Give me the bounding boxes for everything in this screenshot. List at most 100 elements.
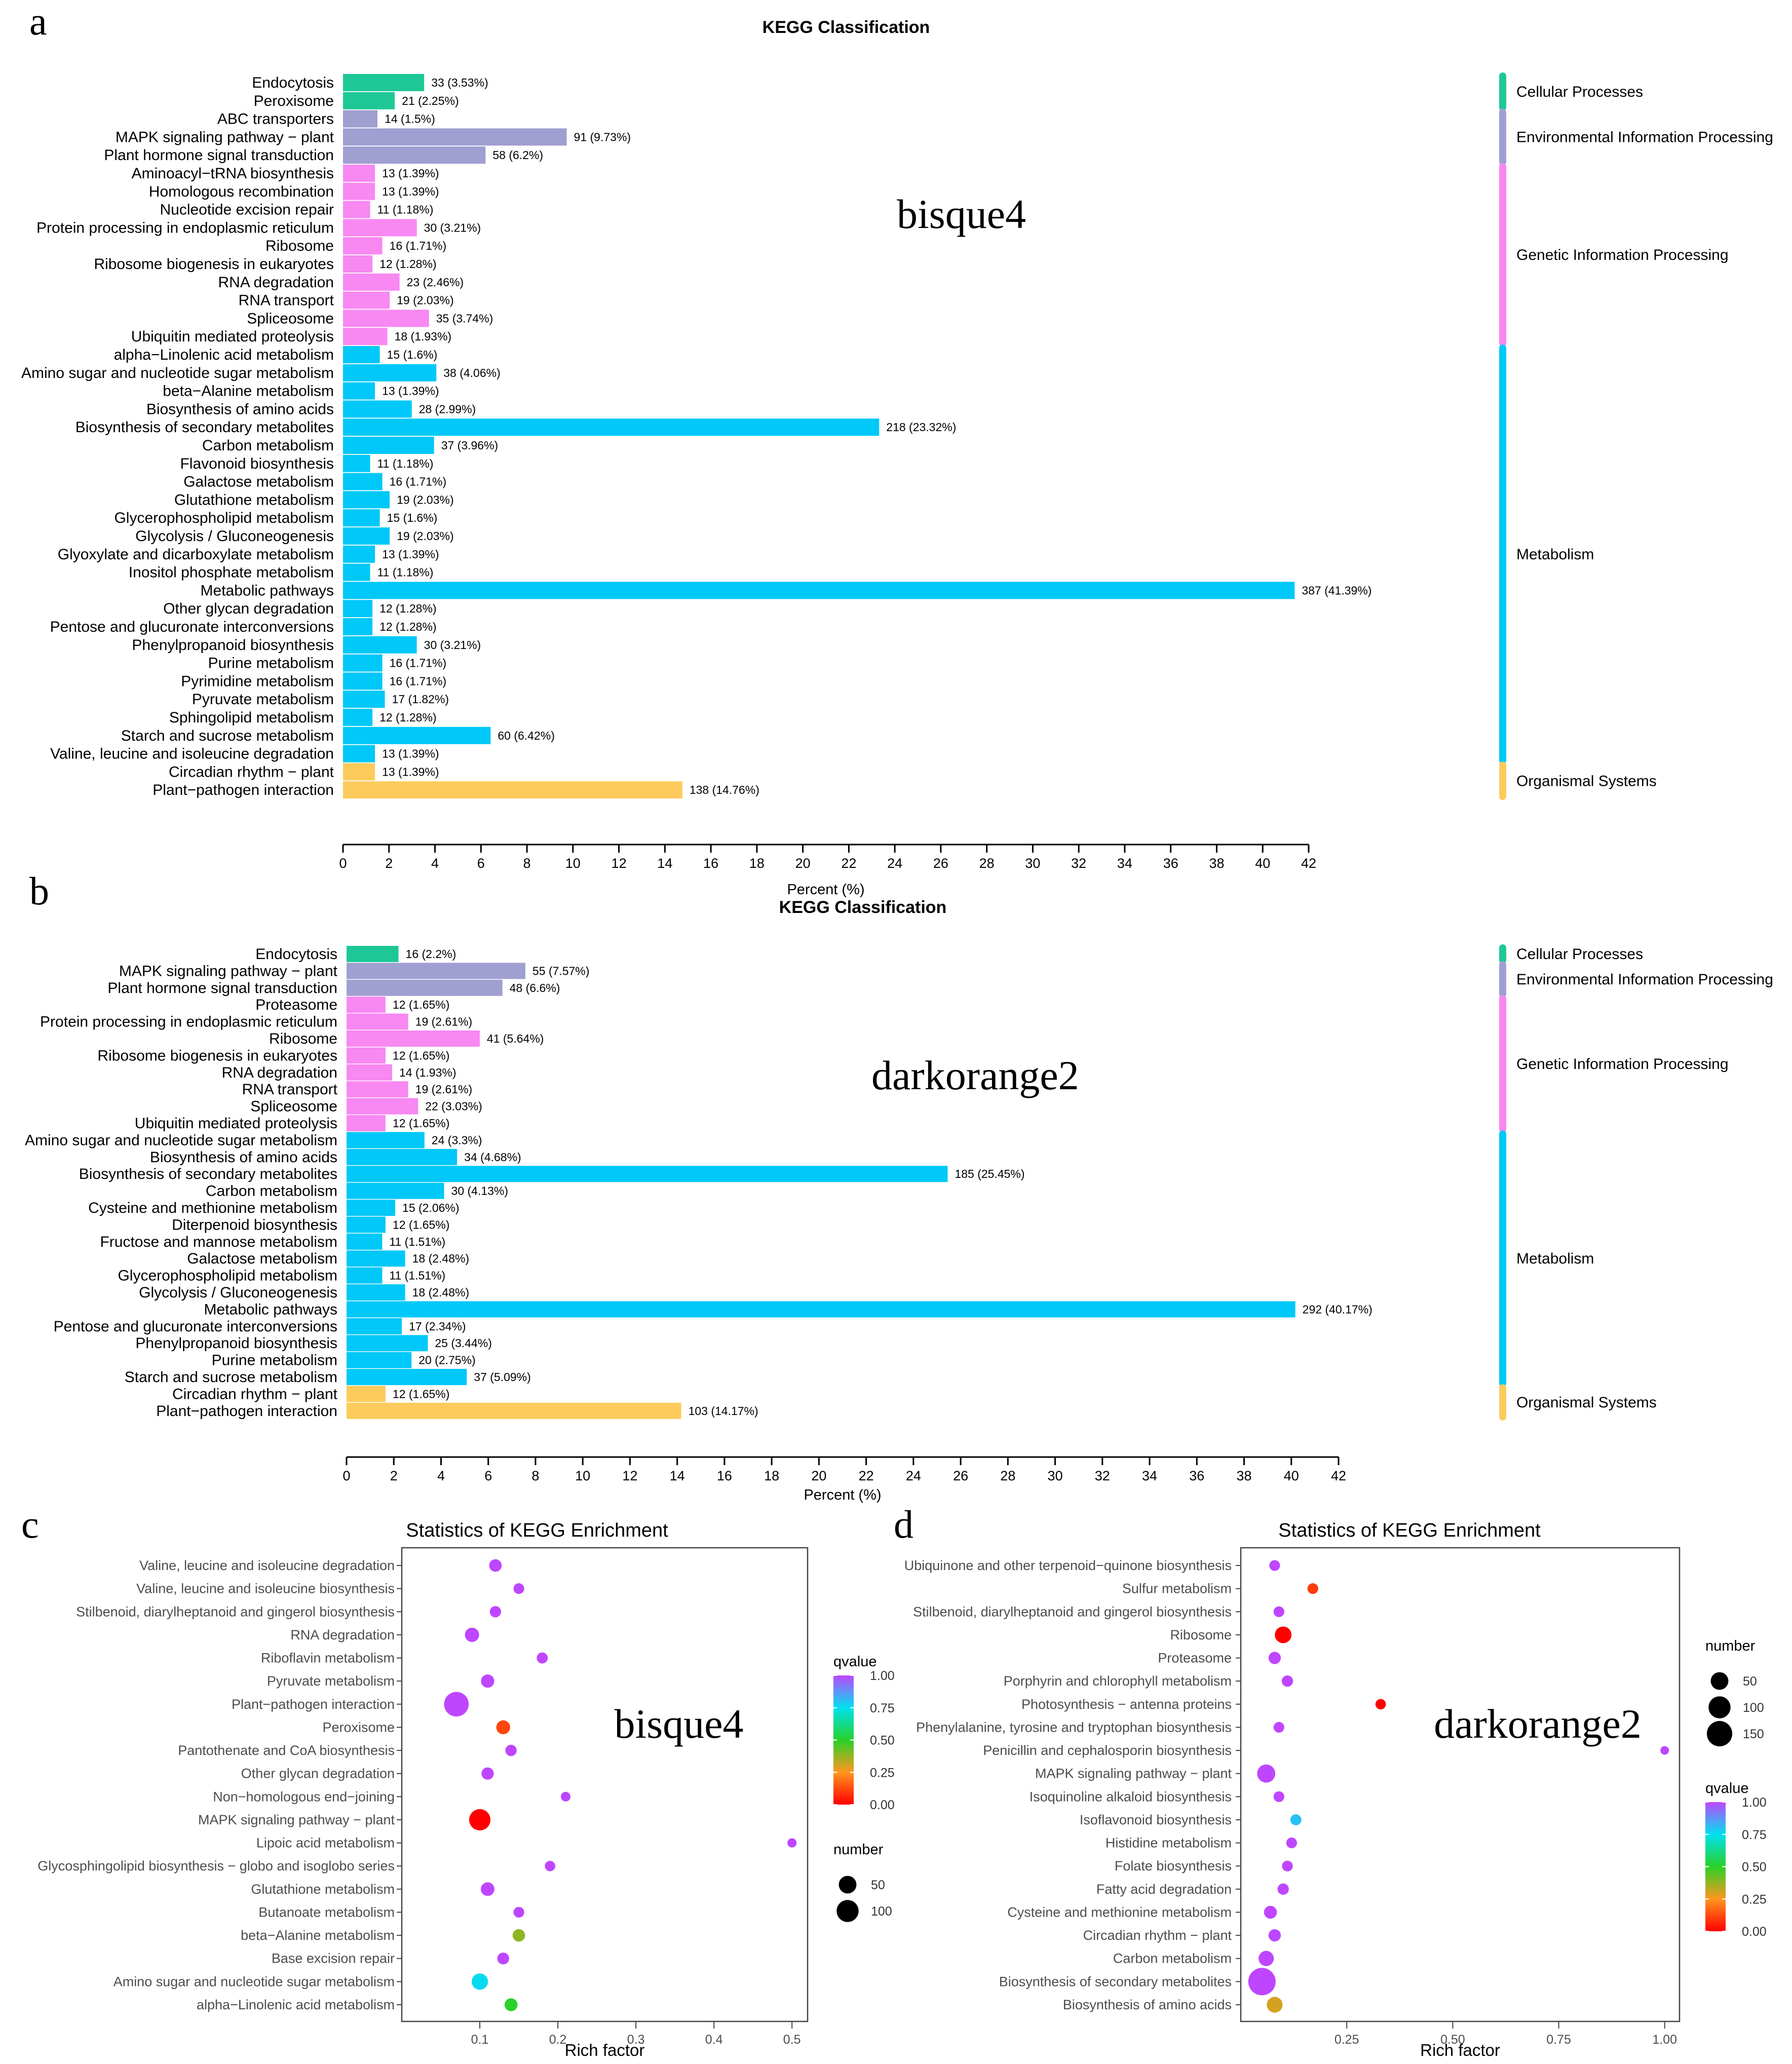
- bubble-c-7: [496, 1720, 511, 1735]
- x-tick-label-a-0: 0: [339, 856, 347, 871]
- category-label-a-35: Sphingolipid metabolism: [169, 709, 334, 726]
- x-tick-label-b-17: 34: [1142, 1468, 1157, 1483]
- category-label-a-31: Phenylpropanoid biosynthesis: [132, 637, 334, 654]
- bar-a-1: [343, 92, 395, 109]
- bubble-d-12: [1286, 1837, 1298, 1849]
- bar-b-3: [347, 997, 386, 1013]
- module-label-b: darkorange2: [871, 1052, 1079, 1098]
- bubble-d-18: [1248, 1968, 1276, 1996]
- category-label-a-23: Glutathione metabolism: [174, 491, 334, 508]
- category-label-b-11: Amino sugar and nucleotide sugar metabol…: [25, 1132, 337, 1149]
- category-label-a-12: RNA transport: [239, 292, 334, 309]
- term-label-d-9: MAPK signaling pathway − plant: [1035, 1766, 1232, 1781]
- bar-value-label-a-30: 12 (1.28%): [379, 620, 437, 633]
- category-label-a-11: RNA degradation: [218, 274, 334, 291]
- colorbar-label-d-0: 1.00: [1742, 1795, 1767, 1810]
- bubble-c-11: [469, 1809, 491, 1831]
- category-label-a-36: Starch and sucrose metabolism: [121, 728, 334, 744]
- bubble-d-15: [1264, 1905, 1277, 1919]
- category-label-a-33: Pyrimidine metabolism: [181, 673, 334, 690]
- bubble-d-1: [1307, 1583, 1318, 1594]
- bubble-c-19: [504, 1998, 518, 2011]
- category-label-a-16: Amino sugar and nucleotide sugar metabol…: [21, 365, 334, 381]
- category-label-b-27: Plant−pathogen interaction: [156, 1403, 337, 1420]
- x-tick-label-b-13: 26: [953, 1468, 968, 1483]
- x-tick-label-b-0: 0: [342, 1468, 350, 1483]
- bar-b-12: [347, 1149, 457, 1165]
- term-label-d-1: Sulfur metabolism: [1122, 1581, 1232, 1596]
- bar-value-label-a-35: 12 (1.28%): [379, 711, 437, 724]
- bar-b-20: [347, 1284, 405, 1301]
- legend-label-a-0: Cellular Processes: [1516, 84, 1643, 100]
- colorbar-label-d-3: 0.25: [1742, 1892, 1767, 1906]
- category-label-b-15: Cysteine and methionine metabolism: [88, 1200, 337, 1216]
- category-label-a-18: Biosynthesis of amino acids: [146, 401, 334, 417]
- category-label-b-6: Ribosome biogenesis in eukaryotes: [97, 1047, 337, 1064]
- bar-b-9: [347, 1098, 418, 1115]
- colorbar-label-c-4: 0.00: [870, 1798, 895, 1812]
- x-tick-label-c-1: 0.2: [549, 2033, 567, 2047]
- bar-value-label-a-2: 14 (1.5%): [385, 112, 435, 126]
- bar-value-label-b-12: 34 (4.68%): [464, 1151, 521, 1164]
- bar-value-label-b-24: 20 (2.75%): [418, 1354, 476, 1367]
- bubble-c-13: [545, 1860, 555, 1871]
- bar-a-11: [343, 273, 400, 291]
- bar-value-label-a-31: 30 (3.21%): [424, 638, 481, 652]
- term-label-c-16: beta−Alanine metabolism: [241, 1928, 395, 1943]
- category-label-b-2: Plant hormone signal transduction: [107, 980, 337, 997]
- size-legend-label-c-1: 100: [871, 1904, 892, 1919]
- bar-value-label-a-37: 13 (1.39%): [382, 747, 439, 760]
- size-legend-label-d-1: 100: [1743, 1701, 1764, 1715]
- bubble-d-16: [1268, 1929, 1281, 1942]
- term-label-c-1: Valine, leucine and isoleucine biosynthe…: [136, 1581, 395, 1596]
- x-tick-label-b-7: 14: [670, 1468, 685, 1483]
- term-label-c-3: RNA degradation: [290, 1627, 395, 1642]
- bar-value-label-a-0: 33 (3.53%): [431, 76, 488, 89]
- bar-a-18: [343, 400, 412, 418]
- x-tick-label-b-3: 6: [484, 1468, 492, 1483]
- bar-a-32: [343, 654, 383, 672]
- bar-a-19: [343, 418, 880, 436]
- category-label-a-1: Peroxisome: [254, 93, 334, 109]
- bar-a-25: [343, 527, 390, 545]
- category-label-b-9: Spliceosome: [250, 1098, 337, 1115]
- bar-value-label-a-14: 18 (1.93%): [395, 330, 452, 343]
- panel-letter-b: b: [29, 869, 49, 913]
- size-legend-dot-d-2: [1706, 1721, 1733, 1747]
- bar-a-6: [343, 182, 375, 200]
- bar-value-label-a-25: 19 (2.03%): [397, 529, 454, 543]
- bar-value-label-a-1: 21 (2.25%): [402, 94, 459, 107]
- bar-b-13: [347, 1166, 948, 1182]
- plot-frame-d: [1240, 1547, 1681, 2022]
- bar-b-19: [347, 1267, 383, 1284]
- x-tick-label-b-2: 4: [437, 1468, 445, 1483]
- category-label-b-12: Biosynthesis of amino acids: [150, 1149, 337, 1166]
- bubble-c-8: [505, 1744, 517, 1756]
- bar-a-12: [343, 291, 390, 309]
- bubble-d-0: [1269, 1560, 1280, 1571]
- category-label-b-13: Biosynthesis of secondary metabolites: [79, 1166, 337, 1182]
- panel-letter-c: c: [21, 1502, 39, 1546]
- bar-value-label-a-26: 13 (1.39%): [382, 548, 439, 561]
- bubble-c-17: [497, 1953, 509, 1965]
- x-axis-title-d: Rich factor: [1420, 2041, 1500, 2059]
- bar-a-8: [343, 219, 417, 237]
- bubble-c-6: [444, 1692, 469, 1717]
- x-tick-label-b-21: 42: [1331, 1468, 1346, 1483]
- bar-value-label-b-11: 24 (3.3%): [432, 1133, 482, 1146]
- bar-value-label-b-16: 12 (1.65%): [393, 1218, 450, 1231]
- category-label-a-30: Pentose and glucuronate interconversions: [50, 619, 334, 635]
- term-label-c-9: Other glycan degradation: [241, 1766, 395, 1781]
- category-label-a-25: Glycolysis / Gluconeogenesis: [135, 528, 334, 545]
- bar-value-label-a-19: 218 (23.32%): [886, 421, 956, 434]
- bar-value-label-b-1: 55 (7.57%): [532, 964, 590, 977]
- bar-a-22: [343, 473, 383, 490]
- term-label-d-8: Penicillin and cephalosporin biosynthesi…: [983, 1743, 1232, 1758]
- category-label-a-2: ABC transporters: [217, 111, 334, 128]
- category-label-b-1: MAPK signaling pathway − plant: [119, 963, 338, 979]
- bubble-d-14: [1277, 1883, 1289, 1895]
- colorbar-label-d-1: 0.75: [1742, 1828, 1767, 1842]
- term-label-c-6: Plant−pathogen interaction: [232, 1697, 395, 1712]
- x-tick-label-a-13: 26: [933, 856, 948, 871]
- bar-a-26: [343, 545, 375, 563]
